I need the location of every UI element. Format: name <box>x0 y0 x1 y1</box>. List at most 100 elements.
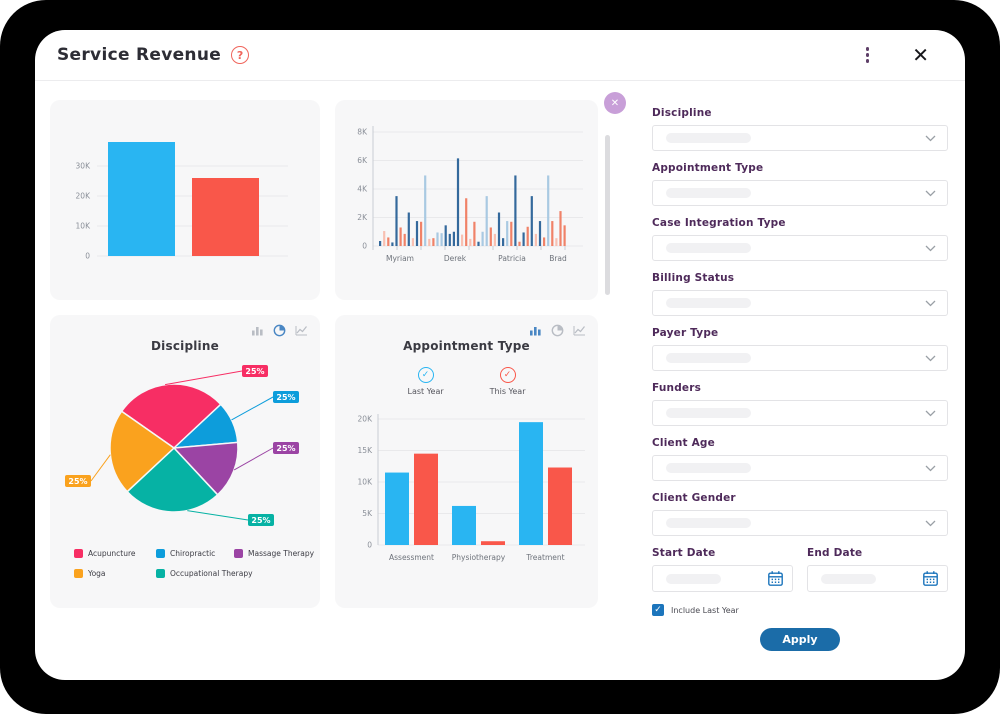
legend-swatch <box>74 569 83 578</box>
pie-chart-icon[interactable] <box>273 324 286 337</box>
appointment-legend: ✓ Last Year ✓ This Year <box>335 367 598 396</box>
select-placeholder-skeleton <box>666 243 751 253</box>
svg-text:25%: 25% <box>251 516 270 525</box>
chart-type-toggle <box>529 324 586 337</box>
modal-header: Service Revenue ? ✕ <box>35 30 965 81</box>
select-placeholder-skeleton <box>666 188 751 198</box>
legend-label: Last Year <box>407 387 444 396</box>
svg-text:Derek: Derek <box>444 254 467 263</box>
date-placeholder-skeleton <box>666 573 721 584</box>
select-placeholder-skeleton <box>666 298 751 308</box>
client-gender-select[interactable] <box>652 510 948 536</box>
window-actions: ✕ <box>863 44 945 66</box>
select-placeholder-skeleton <box>666 133 751 143</box>
svg-text:Myriam: Myriam <box>386 254 414 263</box>
line-chart-icon[interactable] <box>573 324 586 337</box>
date-placeholder-skeleton <box>821 573 876 584</box>
calendar-icon[interactable] <box>767 570 784 587</box>
chevron-down-icon <box>925 300 936 307</box>
include-last-year-label: Include Last Year <box>671 605 739 615</box>
svg-text:6K: 6K <box>357 156 368 165</box>
svg-text:0: 0 <box>362 242 367 251</box>
appointment-type-card: Appointment Type ✓ Last Year ✓ This Year… <box>335 315 598 608</box>
filter-label-start-date: Start Date <box>652 547 716 559</box>
line-chart-icon[interactable] <box>295 324 308 337</box>
filter-label-appointment-type: Appointment Type <box>652 162 764 174</box>
svg-text:5K: 5K <box>362 509 373 518</box>
client-age-select[interactable] <box>652 455 948 481</box>
svg-text:25%: 25% <box>276 393 295 402</box>
svg-text:25%: 25% <box>68 477 87 486</box>
pie-chart-icon[interactable] <box>551 324 564 337</box>
chart-type-toggle <box>251 324 308 337</box>
include-last-year-checkbox[interactable]: ✓ <box>652 604 664 616</box>
legend-last-year[interactable]: ✓ Last Year <box>408 367 444 396</box>
filter-label-end-date: End Date <box>807 547 863 559</box>
page-title: Service Revenue <box>57 45 222 65</box>
discipline-pie-chart: 25% 25% 25% 25% 25% <box>65 365 299 526</box>
svg-text:Treatment: Treatment <box>525 553 564 562</box>
discipline-card: Discipline 25% 25% 25% 25% 25% Acupuncture C… <box>50 315 320 608</box>
vertical-scrollbar[interactable] <box>605 135 610 295</box>
chevron-down-icon <box>925 135 936 142</box>
bar-chart-icon[interactable] <box>529 324 542 337</box>
svg-text:15K: 15K <box>358 446 374 455</box>
case-integration-type-select[interactable] <box>652 235 948 261</box>
apply-button[interactable]: Apply <box>760 628 840 651</box>
svg-text:Patricia: Patricia <box>498 254 526 263</box>
svg-text:20K: 20K <box>358 415 374 424</box>
select-placeholder-skeleton <box>666 353 751 363</box>
filter-label-payer-type: Payer Type <box>652 327 719 339</box>
select-placeholder-skeleton <box>666 408 751 418</box>
panel-close-icon[interactable]: ✕ <box>604 92 626 114</box>
billing-status-select[interactable] <box>652 290 948 316</box>
chevron-down-icon <box>925 410 936 417</box>
svg-text:Physiotherapy: Physiotherapy <box>452 553 506 562</box>
kebab-menu-icon[interactable] <box>863 44 873 66</box>
check-circle-icon: ✓ <box>417 367 434 383</box>
legend-label: Massage Therapy <box>248 549 315 558</box>
chevron-down-icon <box>925 355 936 362</box>
filter-label-discipline: Discipline <box>652 107 712 119</box>
legend-swatch <box>234 549 243 558</box>
legend-item: Massage Therapy <box>234 549 314 558</box>
select-placeholder-skeleton <box>666 463 751 473</box>
chevron-down-icon <box>925 245 936 252</box>
svg-text:10K: 10K <box>76 222 92 231</box>
end-date-input[interactable] <box>807 565 948 592</box>
calendar-icon[interactable] <box>922 570 939 587</box>
legend-label: Yoga <box>88 569 106 578</box>
legend-this-year[interactable]: ✓ This Year <box>489 367 526 396</box>
svg-text:2K: 2K <box>357 213 368 222</box>
discipline-select[interactable] <box>652 125 948 151</box>
svg-text:4K: 4K <box>357 185 368 194</box>
start-date-input[interactable] <box>652 565 793 592</box>
chevron-down-icon <box>925 465 936 472</box>
legend-label: Occupational Therapy <box>170 569 253 578</box>
legend-swatch <box>156 549 165 558</box>
legend-label: Acupuncture <box>88 549 136 558</box>
help-icon[interactable]: ? <box>231 46 250 64</box>
check-circle-icon: ✓ <box>499 367 516 383</box>
include-last-year-row: ✓ Include Last Year <box>652 604 948 616</box>
legend-item: Occupational Therapy <box>156 569 253 578</box>
appointment-type-select[interactable] <box>652 180 948 206</box>
legend-label: This Year <box>489 387 526 396</box>
funders-select[interactable] <box>652 400 948 426</box>
chevron-down-icon <box>925 190 936 197</box>
legend-swatch <box>156 569 165 578</box>
svg-text:0: 0 <box>367 541 372 550</box>
staff-revenue-card: 0 2K 4K 6K 8K Myriam Derek Patricia Brad <box>335 100 598 300</box>
service-revenue-modal: Service Revenue ? ✕ 0 10K 20K 30K 0 2K 4K 6K 8K… <box>35 30 965 680</box>
svg-text:25%: 25% <box>276 444 295 453</box>
svg-text:0: 0 <box>85 252 90 261</box>
card-title-appointment-type: Appointment Type <box>403 339 530 353</box>
filter-label-client-gender: Client Gender <box>652 492 736 504</box>
payer-type-select[interactable] <box>652 345 948 371</box>
close-icon[interactable]: ✕ <box>912 43 929 67</box>
filter-label-funders: Funders <box>652 382 702 394</box>
svg-text:Assessment: Assessment <box>389 553 434 562</box>
svg-text:10K: 10K <box>358 478 374 487</box>
legend-swatch <box>74 549 83 558</box>
bar-chart-icon[interactable] <box>251 324 264 337</box>
